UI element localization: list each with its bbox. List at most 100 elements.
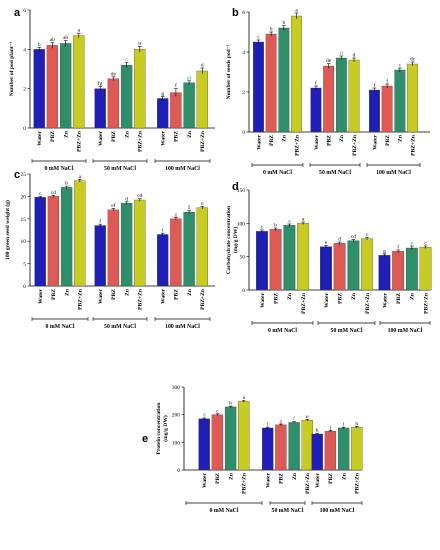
bar-water bbox=[253, 41, 264, 133]
bar-pbz bbox=[265, 33, 277, 133]
x-tick-label: Water bbox=[98, 130, 104, 145]
bar-zn bbox=[405, 247, 418, 291]
x-tick-label: Zn bbox=[187, 288, 193, 296]
significance-letter: a bbox=[295, 8, 298, 14]
x-tick-label: Water bbox=[260, 292, 266, 307]
x-tick-label: Zn bbox=[124, 288, 130, 296]
x-tick-label: Water bbox=[202, 472, 208, 487]
significance-letter: b bbox=[229, 401, 232, 407]
y-axis-label: Carbohydrate concentration(mg/g DW) bbox=[226, 205, 239, 274]
x-tick-label: PBZ bbox=[279, 473, 285, 484]
significance-letter: b bbox=[138, 41, 141, 47]
y-axis-label: Number of pod plant⁻¹ bbox=[9, 41, 15, 96]
bar-pbz-zn bbox=[419, 247, 432, 291]
significance-letter: d bbox=[340, 51, 343, 57]
x-tick-label: PBZ bbox=[174, 131, 180, 142]
significance-letter: d bbox=[338, 237, 341, 243]
bar-zn bbox=[335, 57, 347, 133]
bar-water bbox=[198, 418, 210, 471]
chart-panel-e: e 0 100 200 300 Protein concentration(mg/g DW… bbox=[142, 385, 363, 514]
significance-letter: b bbox=[270, 27, 273, 33]
bar-pbz-zn bbox=[291, 15, 302, 133]
x-tick-label: Zn bbox=[410, 292, 416, 300]
significance-letter: g bbox=[280, 419, 283, 425]
y-tick-label: 0 bbox=[23, 126, 26, 132]
x-tick-label: PBZ bbox=[174, 289, 180, 300]
group-label: 0 mM NaCl bbox=[263, 170, 292, 176]
x-tick-label: PBZ bbox=[50, 131, 56, 142]
x-tick-label: PBZ bbox=[396, 293, 402, 304]
x-tick-label: Zn bbox=[351, 292, 357, 300]
x-tick-label: PBZ bbox=[326, 135, 332, 146]
bar-water bbox=[157, 98, 169, 129]
y-axis-label-line: (mg/g DW) bbox=[232, 227, 239, 254]
y-axis-label-line: 100 green seed weight (g) bbox=[4, 200, 11, 260]
significance-letter: f bbox=[315, 80, 317, 87]
panel-letter: d bbox=[232, 181, 239, 193]
significance-letter: d bbox=[353, 53, 356, 59]
x-tick-label: PBZ bbox=[111, 289, 117, 300]
x-tick-label: PBZ bbox=[385, 135, 391, 146]
significance-letter: d bbox=[203, 412, 206, 418]
panel-letter: a bbox=[14, 7, 21, 19]
x-tick-label: PBZ+Zn bbox=[77, 130, 83, 152]
bar-water bbox=[94, 88, 106, 129]
bar-pbz-zn bbox=[348, 59, 360, 133]
x-tick-label: Water bbox=[315, 472, 321, 487]
y-tick-label: 300 bbox=[172, 385, 181, 391]
bar-pbz-zn bbox=[301, 420, 313, 471]
x-tick-label: Zn bbox=[398, 134, 404, 142]
significance-letter: c bbox=[261, 225, 264, 231]
significance-letter: b bbox=[65, 181, 68, 187]
significance-letter: g bbox=[161, 91, 164, 97]
chart-panel-b: b 0 2 4 6 Number of seeds pod⁻¹ c Water b PBZ b Zn a… bbox=[226, 7, 430, 176]
x-tick-label: PBZ bbox=[269, 135, 275, 146]
bar-zn bbox=[224, 406, 237, 471]
bar-pbz-zn bbox=[196, 70, 208, 129]
significance-letter: e bbox=[201, 201, 204, 207]
y-tick-label: 0 bbox=[23, 284, 26, 290]
significance-letter: fg bbox=[98, 80, 103, 87]
group-label: 100 mM NaCl bbox=[376, 170, 411, 176]
y-axis-label-line: Number of seeds pod⁻¹ bbox=[226, 44, 232, 99]
bar-pbz-zn bbox=[73, 35, 85, 129]
panel-letter: e bbox=[142, 433, 148, 445]
significance-letter: a bbox=[302, 217, 305, 223]
y-tick-label: 0 bbox=[242, 288, 245, 294]
x-tick-label: PBZ+Zn bbox=[294, 134, 300, 156]
bar-pbz-zn bbox=[238, 401, 250, 471]
y-tick-label: 100 bbox=[172, 440, 181, 446]
x-tick-label: Zn bbox=[341, 472, 347, 480]
significance-letter: e bbox=[325, 240, 328, 246]
bar-pbz bbox=[381, 85, 393, 133]
bar-water bbox=[157, 234, 169, 287]
y-tick-label: 6 bbox=[23, 8, 26, 14]
group-label: 50 mM NaCl bbox=[104, 166, 136, 172]
significance-letter: c bbox=[216, 408, 219, 414]
bar-pbz bbox=[211, 414, 224, 471]
panel-letter: b bbox=[232, 7, 239, 19]
bar-pbz-zn bbox=[351, 426, 363, 471]
bar-pbz-zn bbox=[297, 223, 309, 291]
significance-letter: f bbox=[99, 218, 101, 225]
significance-letter: i bbox=[343, 422, 345, 428]
significance-letter: dc bbox=[410, 57, 416, 63]
x-tick-label: Water bbox=[256, 134, 262, 149]
y-tick-label: 10 bbox=[21, 239, 27, 245]
y-tick-label: 0 bbox=[177, 468, 180, 474]
bar-pbz bbox=[107, 209, 120, 287]
significance-letter: a bbox=[79, 174, 82, 180]
y-tick-label: 100 bbox=[237, 221, 246, 227]
y-tick-label: 20 bbox=[21, 194, 27, 200]
x-tick-label: Zn bbox=[187, 130, 193, 138]
group-label: 50 mM NaCl bbox=[331, 328, 363, 334]
bar-pbz bbox=[170, 92, 182, 129]
x-tick-label: Water bbox=[314, 134, 320, 149]
significance-letter: e bbox=[411, 241, 414, 247]
significance-letter: f bbox=[175, 82, 177, 89]
bar-water bbox=[256, 231, 268, 291]
x-tick-label: Zn bbox=[292, 472, 298, 480]
bar-water bbox=[369, 89, 380, 133]
significance-letter: b bbox=[282, 20, 285, 26]
